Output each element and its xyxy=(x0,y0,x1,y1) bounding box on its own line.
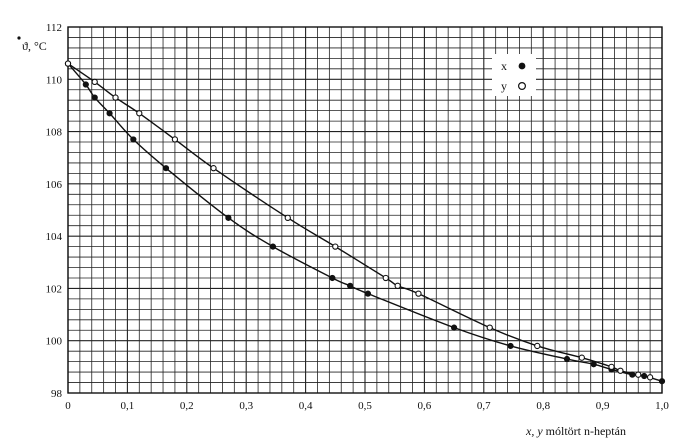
y-tick-label: 98 xyxy=(51,388,63,400)
x-axis-label-variables: x, y xyxy=(525,424,543,438)
point-x xyxy=(162,165,170,172)
point-x xyxy=(364,290,372,297)
x-tick-label: 0,1 xyxy=(121,400,135,412)
point-y xyxy=(534,342,541,350)
x-axis-label: x, y móltört n-heptán xyxy=(525,424,626,438)
y-tick-label: 106 xyxy=(46,179,63,191)
plot-frame xyxy=(67,26,663,394)
x-tick-label: 0,9 xyxy=(596,400,610,412)
point-x xyxy=(269,243,277,250)
point-x xyxy=(590,361,597,368)
point-y xyxy=(617,367,624,374)
point-x xyxy=(507,342,514,350)
legend-box xyxy=(492,54,536,96)
x-tick-label: 0,6 xyxy=(418,400,432,412)
point-y xyxy=(332,243,339,250)
point-y xyxy=(394,282,401,289)
y-tick-label: 110 xyxy=(46,74,63,86)
point-y xyxy=(136,110,143,117)
point-y xyxy=(646,374,654,381)
point-y xyxy=(382,274,389,282)
point-y xyxy=(284,214,291,221)
y-tick-label: 102 xyxy=(46,283,63,295)
point-x xyxy=(658,378,666,385)
ylabel-mark xyxy=(17,36,21,40)
x-tick-label: 0,8 xyxy=(536,400,550,412)
point-x xyxy=(82,81,89,88)
point-x xyxy=(641,372,648,380)
point-x xyxy=(130,136,137,143)
y-tick-label: 108 xyxy=(46,127,63,139)
x-tick-label: 1,0 xyxy=(655,400,669,412)
point-y xyxy=(171,136,179,143)
x-tick-label: 0,4 xyxy=(299,400,313,412)
x-axis-ticks: 0 0,1 0,2 0,3 0,4 0,5 0,6 0,7 0,8 0,9 1,0 xyxy=(65,400,669,412)
legend-label-x: x xyxy=(501,59,507,73)
legend: x y xyxy=(492,54,536,96)
point-y xyxy=(64,60,72,67)
x-tick-label: 0,2 xyxy=(180,400,194,412)
x-axis-label-text: móltört n-heptán xyxy=(543,424,626,438)
point-y xyxy=(608,363,615,371)
point-x xyxy=(563,355,571,363)
legend-marker-y xyxy=(517,81,526,90)
y-axis-label: ϑ, °C xyxy=(22,39,47,53)
y-tick-label: 112 xyxy=(46,22,62,34)
point-x xyxy=(629,371,636,378)
point-x xyxy=(91,94,98,101)
point-x xyxy=(451,324,458,331)
point-y xyxy=(578,354,585,361)
x-tick-label: 0,5 xyxy=(358,400,372,412)
point-x xyxy=(347,282,354,289)
point-y xyxy=(210,165,217,172)
point-x xyxy=(329,274,336,282)
point-y xyxy=(112,94,119,101)
legend-marker-x xyxy=(518,62,526,70)
grid xyxy=(67,26,663,394)
x-tick-label: 0,7 xyxy=(477,400,491,412)
point-y xyxy=(415,290,422,297)
point-x xyxy=(225,214,232,221)
y-tick-label: 104 xyxy=(46,231,63,243)
x-tick-label: 0 xyxy=(65,400,71,412)
point-y xyxy=(91,78,98,86)
x-tick-label: 0,3 xyxy=(239,400,253,412)
legend-label-y: y xyxy=(501,79,507,93)
point-x xyxy=(106,110,113,117)
point-y xyxy=(486,324,493,331)
y-axis-ticks: 98 100 102 104 106 108 110 112 xyxy=(46,22,63,400)
point-y xyxy=(635,371,642,378)
y-tick-label: 100 xyxy=(46,336,63,348)
data-points xyxy=(64,60,666,385)
